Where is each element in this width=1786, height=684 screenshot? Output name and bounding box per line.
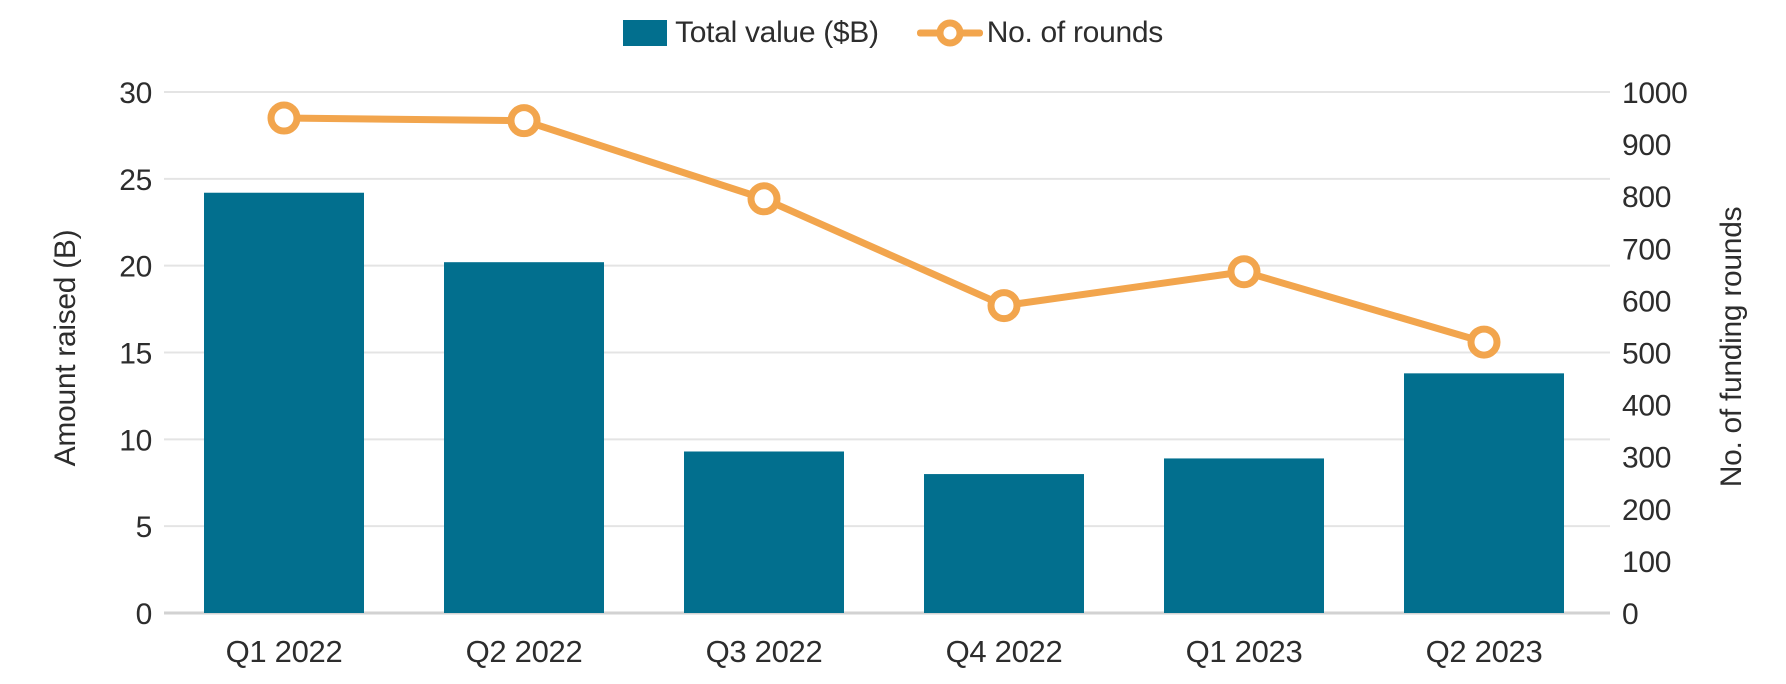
right-tick-label: 0 — [1622, 598, 1638, 631]
left-tick-label: 15 — [119, 338, 152, 371]
line-marker-Q1 2023 — [1227, 255, 1261, 289]
chart-legend: Total value ($B) No. of rounds — [0, 16, 1786, 50]
line-marker-Q2 2022 — [507, 104, 541, 138]
right-tick-label: 400 — [1622, 390, 1671, 423]
x-tick-label: Q2 2022 — [466, 634, 583, 669]
right-tick-label: 600 — [1622, 285, 1671, 318]
right-tick-label: 1000 — [1622, 77, 1688, 110]
x-tick-label: Q1 2023 — [1186, 634, 1303, 669]
right-tick-label: 900 — [1622, 129, 1671, 162]
right-tick-label: 500 — [1622, 338, 1671, 371]
bar-Q4 2022 — [924, 474, 1084, 613]
legend-item-rounds: No. of rounds — [916, 16, 1164, 50]
rounds-line — [283, 114, 1485, 346]
bar-Q1 2022 — [204, 192, 364, 613]
x-tick-label: Q4 2022 — [946, 634, 1063, 669]
right-tick-label: 200 — [1622, 494, 1671, 527]
right-tick-label: 100 — [1622, 546, 1671, 579]
left-tick-label: 10 — [119, 424, 152, 457]
left-tick-label: 25 — [119, 164, 152, 197]
right-tick-label: 300 — [1622, 442, 1671, 475]
bar-Q2 2022 — [444, 262, 604, 613]
legend-label-rounds: No. of rounds — [986, 16, 1164, 49]
line-marker-Q3 2022 — [747, 182, 781, 216]
right-tick-label: 700 — [1622, 233, 1671, 266]
left-tick-label: 0 — [136, 598, 152, 631]
left-tick-label: 5 — [136, 511, 152, 544]
bar-Q3 2022 — [684, 451, 844, 613]
line-marker-Q1 2022 — [267, 101, 301, 135]
x-tick-label: Q1 2022 — [226, 634, 343, 669]
right-tick-label: 800 — [1622, 181, 1671, 214]
line-marker-Q2 2023 — [1467, 325, 1501, 359]
bar-Q2 2023 — [1404, 373, 1564, 613]
left-tick-label: 20 — [119, 251, 152, 284]
x-tick-label: Q2 2023 — [1426, 634, 1543, 669]
bar-Q1 2023 — [1164, 458, 1324, 613]
legend-item-total-value: Total value ($B) — [623, 16, 879, 50]
left-tick-label: 30 — [119, 77, 152, 110]
legend-label-total-value: Total value ($B) — [675, 16, 879, 49]
line-marker-Q4 2022 — [987, 289, 1021, 323]
x-tick-label: Q3 2022 — [706, 634, 823, 669]
line-series-marker-icon — [916, 19, 983, 47]
bar-series-swatch-icon — [623, 20, 668, 46]
